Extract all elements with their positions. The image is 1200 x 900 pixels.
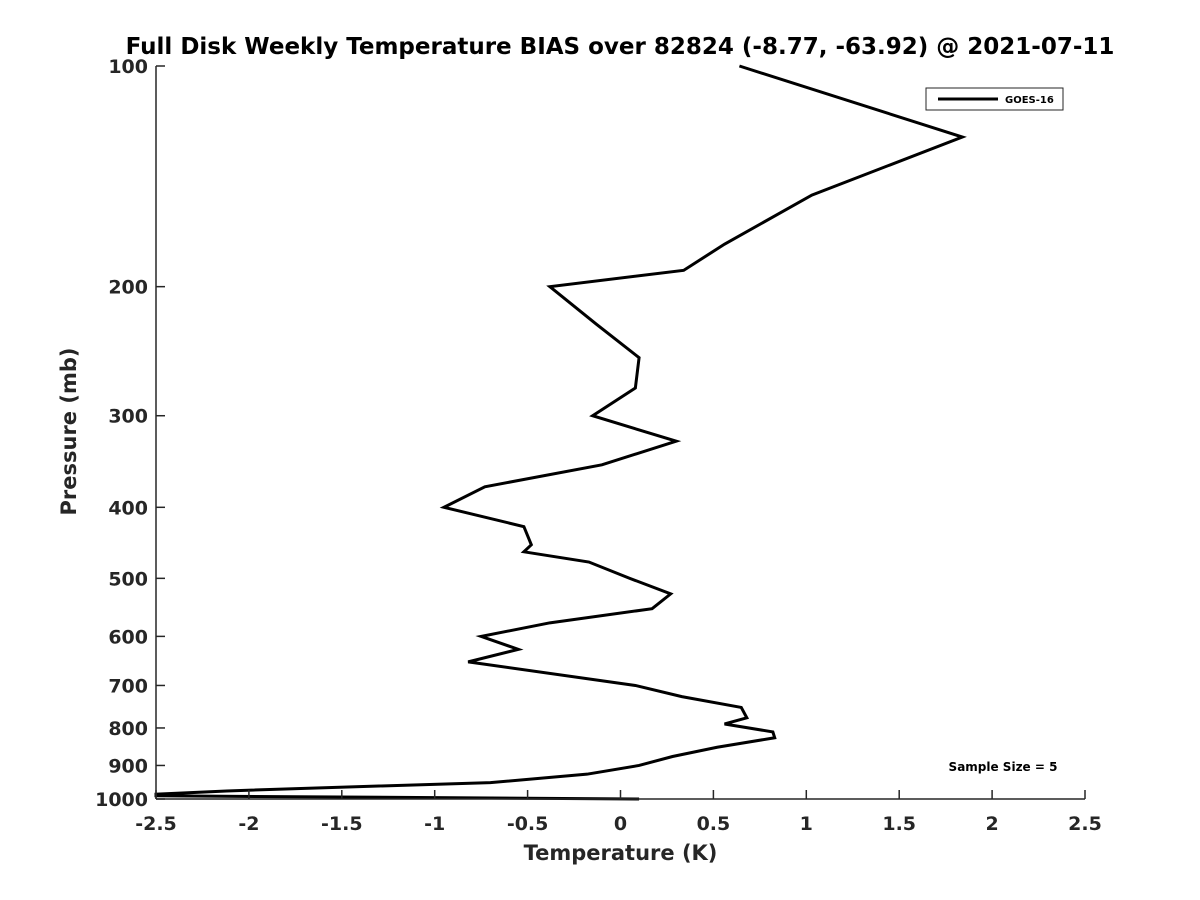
chart-title: Full Disk Weekly Temperature BIAS over 8…	[126, 34, 1115, 60]
x-tick-label: 2	[985, 813, 998, 835]
y-tick-label: 900	[108, 755, 148, 777]
x-tick-label: -0.5	[507, 813, 549, 835]
x-tick-label: 1	[800, 813, 813, 835]
y-tick-label: 600	[108, 626, 148, 648]
x-tick-label: 0.5	[697, 813, 731, 835]
y-axis-label: Pressure (mb)	[57, 348, 81, 516]
plot-area	[156, 66, 1085, 799]
x-tick-label: -1	[424, 813, 445, 835]
x-tick-label: 2.5	[1068, 813, 1102, 835]
series-line-0	[154, 64, 967, 801]
axis-layer: -2.5 -2 -1.5 -1 -0.5 0 0.5 1 1.5 2 2.5 100 200 300 400…	[95, 56, 1102, 835]
x-tick-label: -2.5	[135, 813, 177, 835]
x-tick-label: -2	[238, 813, 259, 835]
y-tick-label: 1000	[95, 789, 148, 811]
data-layer	[154, 64, 967, 801]
y-tick-label: 100	[108, 56, 148, 78]
y-tick-label: 700	[108, 675, 148, 697]
legend: GOES-16	[925, 87, 1064, 111]
y-tick-label: 500	[108, 568, 148, 590]
sample-size-annotation: Sample Size = 5	[949, 760, 1058, 774]
x-tick-label: -1.5	[321, 813, 363, 835]
y-tick-label: 400	[108, 497, 148, 519]
x-tick-label: 1.5	[882, 813, 916, 835]
x-tick-label: 0	[614, 813, 627, 835]
x-axis-label: Temperature (K)	[524, 841, 718, 865]
legend-label: GOES-16	[1005, 95, 1054, 106]
y-tick-label: 200	[108, 277, 148, 299]
y-tick-label: 800	[108, 718, 148, 740]
y-tick-label: 300	[108, 406, 148, 428]
